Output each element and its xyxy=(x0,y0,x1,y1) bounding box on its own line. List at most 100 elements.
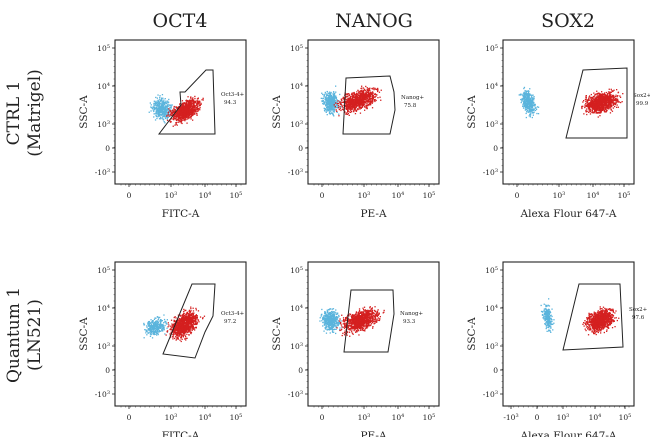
event-dot xyxy=(349,104,352,107)
event-dot xyxy=(191,328,193,330)
event-dot xyxy=(153,100,155,102)
event-dot xyxy=(367,100,369,102)
event-dot xyxy=(524,98,526,100)
event-dot xyxy=(196,100,198,102)
event-dot xyxy=(361,102,363,104)
event-dot xyxy=(163,318,166,321)
event-dot xyxy=(361,92,364,94)
event-dot xyxy=(175,106,177,108)
event-dot xyxy=(362,98,365,100)
event-dot xyxy=(156,112,158,114)
event-dot xyxy=(371,102,373,104)
event-dot xyxy=(161,113,163,115)
event-dot xyxy=(188,102,190,105)
event-dot xyxy=(598,92,600,94)
event-dot xyxy=(371,101,373,103)
event-dot xyxy=(170,106,172,108)
event-dot xyxy=(527,99,529,101)
event-dot xyxy=(153,104,155,106)
event-dot xyxy=(372,87,374,89)
x-tick-label: 104 xyxy=(199,191,212,200)
event-dot xyxy=(184,112,187,114)
event-dot xyxy=(529,114,532,116)
event-dot xyxy=(350,106,352,109)
event-dot xyxy=(162,105,164,107)
event-dot xyxy=(601,102,603,104)
event-dot xyxy=(155,112,157,114)
event-dot xyxy=(326,97,328,99)
event-dot xyxy=(361,89,363,91)
event-dot xyxy=(596,94,598,96)
event-dot xyxy=(186,118,189,120)
scatter-points xyxy=(148,94,204,127)
event-dot xyxy=(360,96,362,98)
event-dot xyxy=(166,319,168,321)
event-dot xyxy=(183,119,185,121)
event-dot xyxy=(325,101,327,103)
event-dot xyxy=(532,94,534,96)
event-dot xyxy=(163,110,165,112)
event-dot xyxy=(165,100,167,102)
event-dot xyxy=(158,105,160,107)
event-dot xyxy=(154,331,156,334)
event-dot xyxy=(610,91,612,93)
event-dot xyxy=(344,110,346,113)
event-dot xyxy=(179,111,182,113)
event-dot xyxy=(533,96,535,98)
y-tick-label: 104 xyxy=(97,82,110,91)
event-dot xyxy=(190,115,192,117)
event-dot xyxy=(333,107,335,109)
event-dot xyxy=(163,112,165,114)
event-dot xyxy=(147,323,149,325)
event-dot xyxy=(174,109,177,111)
event-dot xyxy=(148,323,150,325)
event-dot xyxy=(362,104,364,106)
event-dot xyxy=(355,110,358,112)
event-dot xyxy=(348,101,350,103)
event-dot xyxy=(526,94,529,96)
event-dot xyxy=(361,98,364,100)
event-dot xyxy=(361,98,363,101)
scatter-points xyxy=(518,86,624,119)
event-dot xyxy=(596,104,598,107)
event-dot xyxy=(333,102,335,104)
event-dot xyxy=(345,100,347,102)
event-dot xyxy=(616,104,618,106)
event-dot xyxy=(172,325,175,327)
event-dot xyxy=(597,106,599,108)
event-dot xyxy=(331,112,333,114)
event-dot xyxy=(351,109,353,111)
event-dot xyxy=(359,106,361,108)
event-dot xyxy=(527,108,529,110)
event-dot xyxy=(604,99,606,102)
event-dot xyxy=(341,101,343,103)
event-dot xyxy=(158,106,160,109)
event-dot xyxy=(347,111,349,113)
event-dot xyxy=(593,92,595,94)
event-dot xyxy=(169,115,171,117)
event-dot xyxy=(337,105,339,107)
event-dot xyxy=(617,95,619,97)
event-dot xyxy=(360,98,362,100)
event-dot xyxy=(597,116,599,118)
event-dot xyxy=(164,113,166,115)
event-dot xyxy=(158,109,160,112)
event-dot xyxy=(182,116,184,118)
event-dot xyxy=(609,96,611,98)
y-tick-label: -103 xyxy=(483,168,498,177)
event-dot xyxy=(598,94,601,96)
event-dot xyxy=(155,107,158,109)
event-dot xyxy=(374,96,376,98)
event-dot xyxy=(616,100,618,102)
event-dot xyxy=(172,125,174,127)
event-dot xyxy=(194,100,196,102)
event-dot xyxy=(355,97,357,99)
event-dot xyxy=(332,105,334,107)
event-dot xyxy=(182,105,184,108)
event-dot xyxy=(151,322,153,324)
event-dot xyxy=(362,103,364,105)
event-dot xyxy=(526,104,529,106)
event-dot xyxy=(522,96,525,98)
event-dot xyxy=(335,109,337,111)
